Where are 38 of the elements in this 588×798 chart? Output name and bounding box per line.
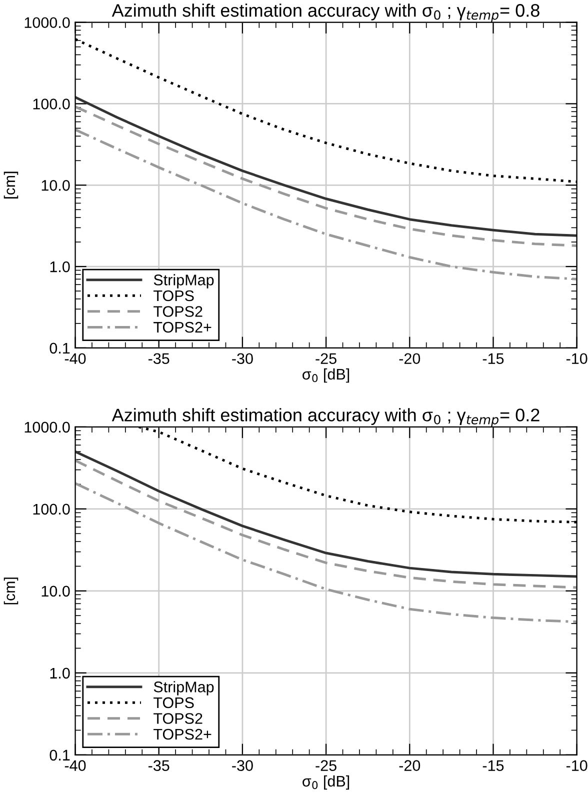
- x-tick-label: -15: [482, 760, 504, 771]
- x-tick-label: -30: [232, 353, 253, 364]
- x-tick-label: -15: [482, 353, 504, 364]
- y-tick-label: 0.1: [50, 750, 70, 761]
- x-axis-title: σ$_{0}$ [dB]: [302, 775, 350, 790]
- y-tick-label: 1.0: [50, 668, 70, 679]
- x-axis-title: σ$_{0}$ [dB]: [302, 368, 350, 383]
- legend-label: TOPS2+: [154, 728, 212, 740]
- legend-label: TOPS: [154, 290, 194, 302]
- y-tick-label: 10.0: [42, 180, 70, 191]
- legend-label: TOPS2: [154, 713, 202, 724]
- legend-label: TOPS2+: [154, 322, 212, 333]
- x-tick-label: -20: [399, 353, 420, 364]
- x-tick-label: -40: [64, 760, 86, 771]
- y-axis-title: [cm]: [4, 172, 18, 198]
- legend-label: TOPS2: [154, 306, 202, 317]
- legend-label: StripMap: [154, 681, 214, 696]
- chart-title: Azimuth shift estimation accuracy with σ$_{0}$ ; γ$_{temp}$= 0.8: [112, 4, 540, 22]
- y-tick-label: 1000.0: [24, 422, 70, 433]
- x-tick-label: -25: [316, 760, 336, 771]
- y-tick-label: 0.1: [50, 342, 70, 354]
- legend-label: TOPS: [154, 697, 194, 708]
- y-axis-title: [cm]: [4, 578, 18, 604]
- x-tick-label: -10: [566, 353, 588, 364]
- x-tick-label: -10: [566, 760, 588, 771]
- chart-title: Azimuth shift estimation accuracy with σ$_{0}$ ; γ$_{temp}$= 0.2: [112, 408, 540, 427]
- x-tick-label: -25: [316, 353, 336, 364]
- x-tick-label: -40: [64, 353, 86, 364]
- y-tick-label: 100.0: [33, 504, 70, 515]
- y-tick-label: 10.0: [42, 586, 70, 597]
- legend-label: StripMap: [154, 274, 214, 288]
- y-tick-label: 1.0: [50, 261, 70, 272]
- x-tick-label: -30: [232, 760, 253, 771]
- x-tick-label: -35: [148, 353, 170, 364]
- x-tick-label: -35: [148, 760, 170, 771]
- x-tick-label: -20: [399, 760, 420, 771]
- y-tick-label: 1000.0: [24, 17, 70, 28]
- y-tick-label: 100.0: [33, 98, 70, 110]
